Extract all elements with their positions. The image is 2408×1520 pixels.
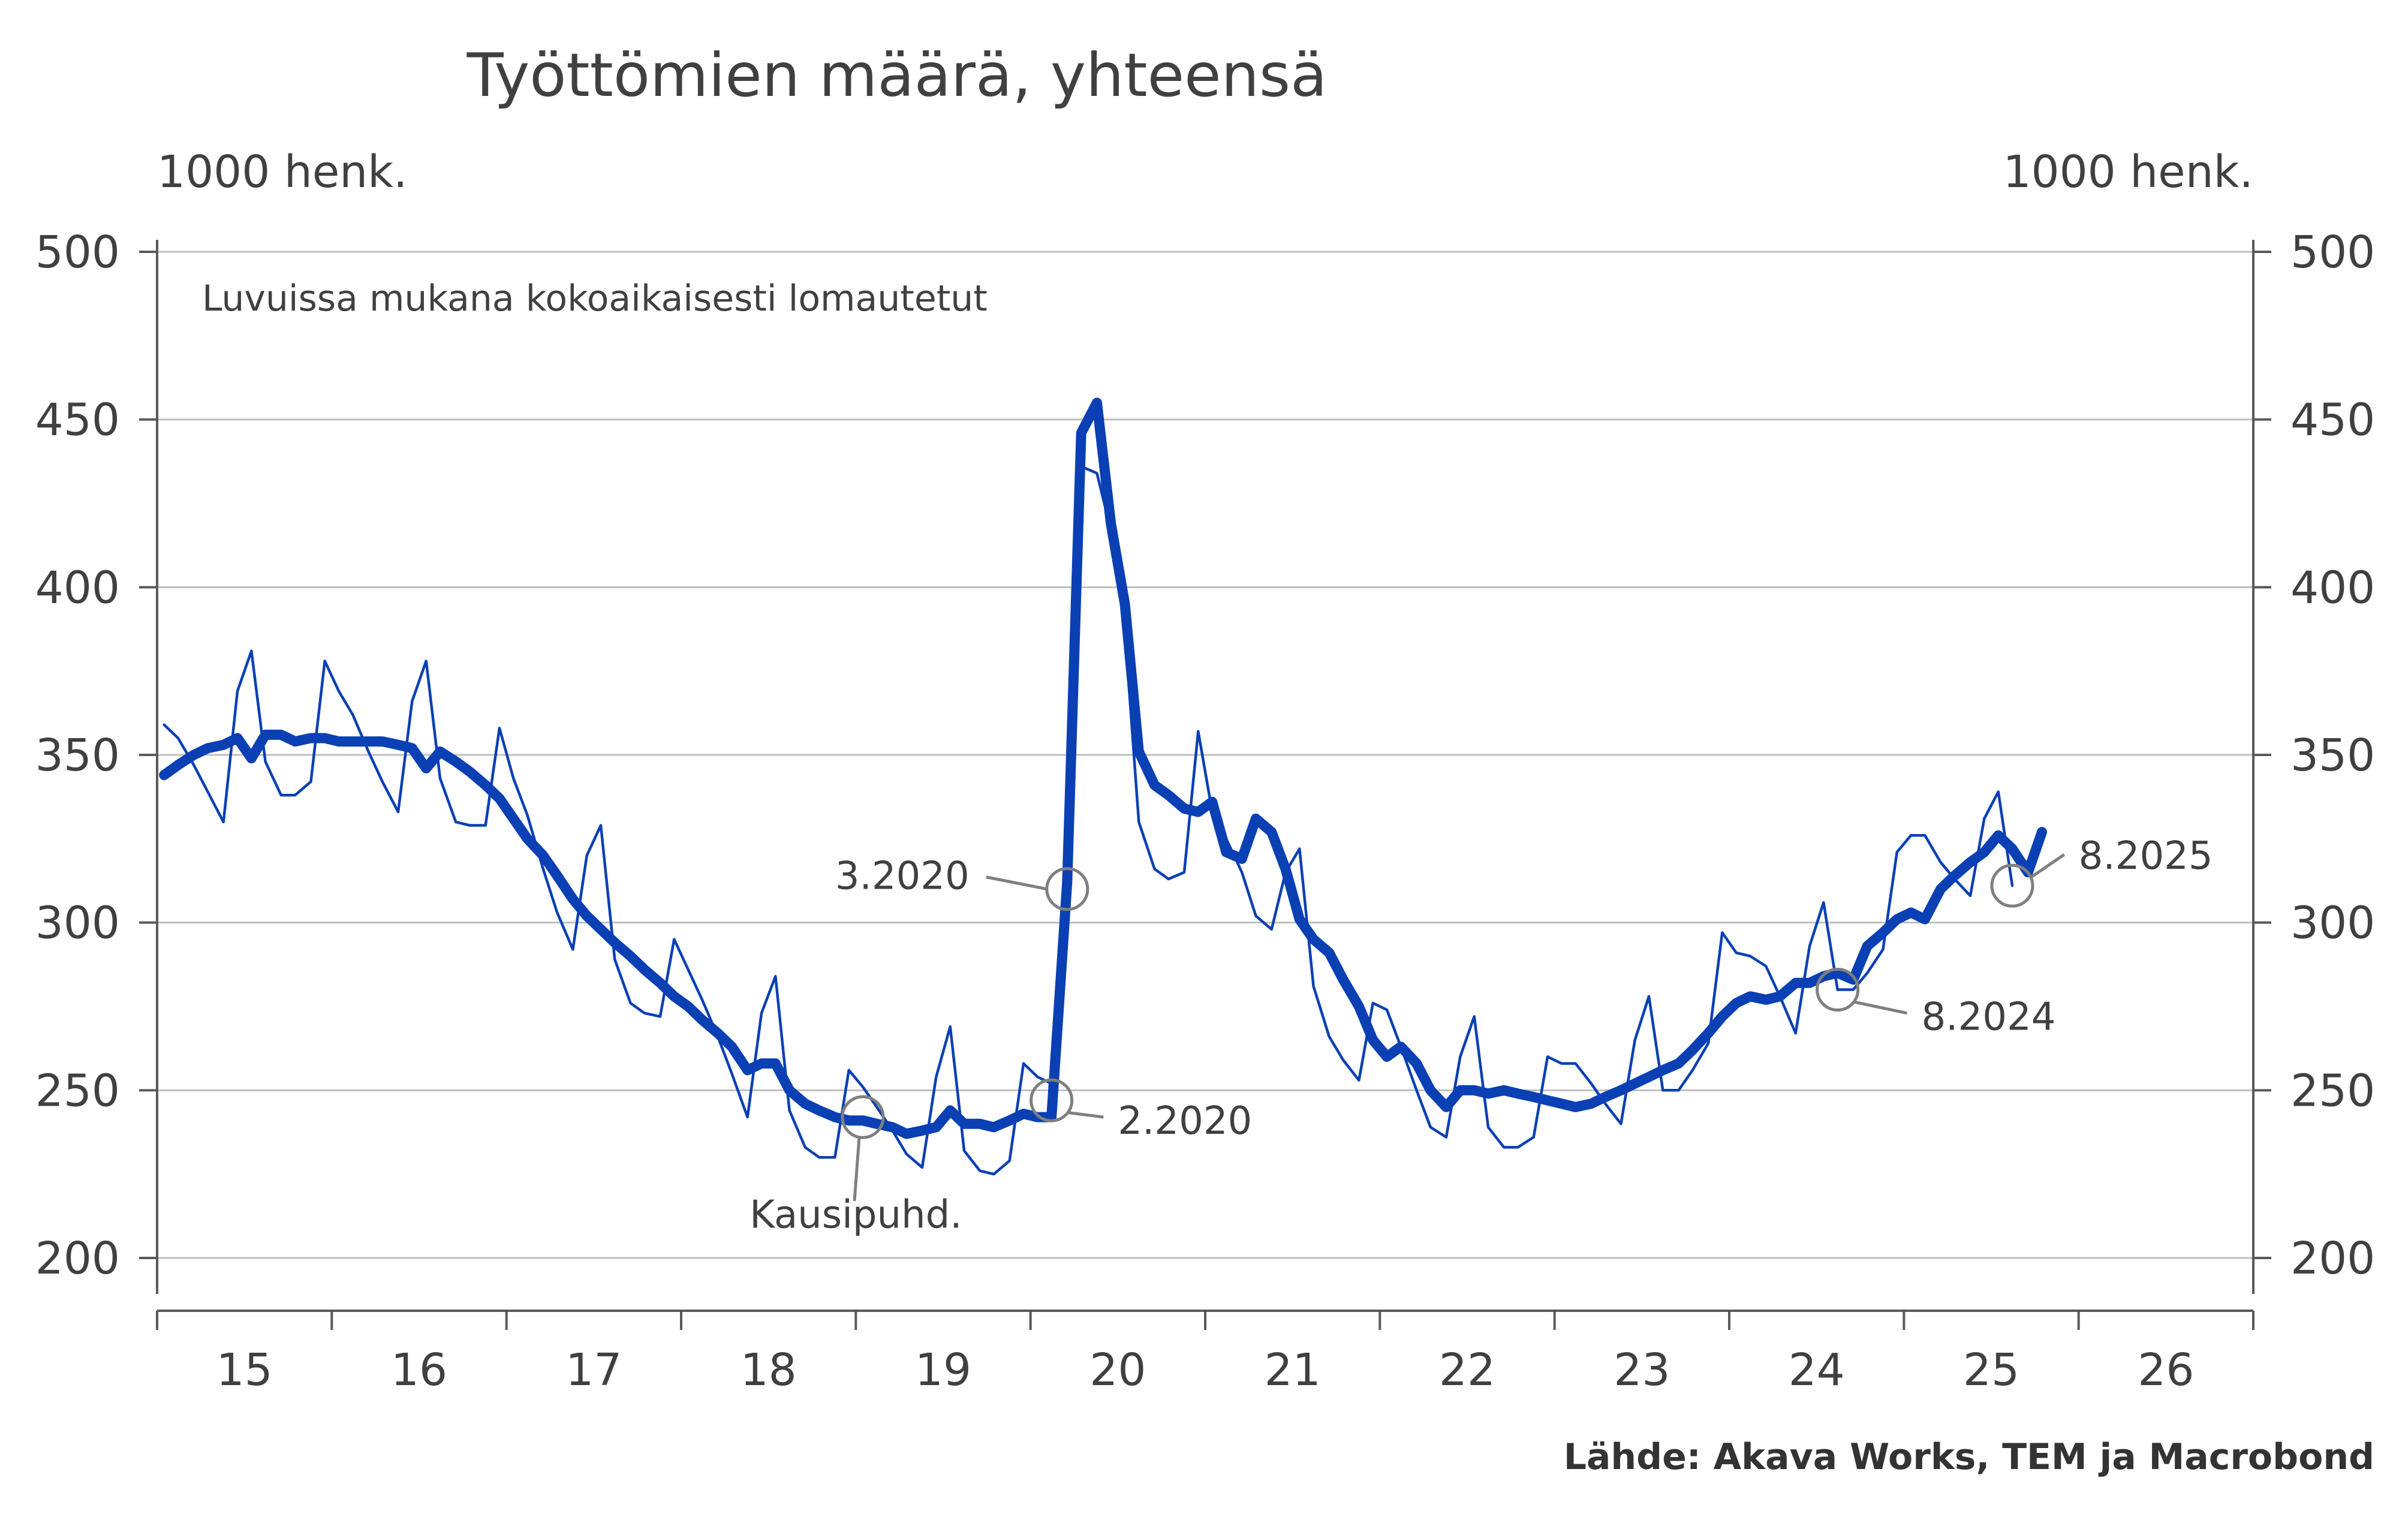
y-tick-label-left: 300 (35, 898, 120, 949)
chart-title: Työttömien määrä, yhteensä (466, 40, 1328, 110)
x-tick-label: 24 (1789, 1344, 1845, 1396)
x-tick-label: 18 (741, 1344, 797, 1396)
annotations: Kausipuhd. 2.2020 3.2020 8.2024 8.2025 (750, 834, 2213, 1237)
y-tick-label-left: 250 (35, 1065, 120, 1116)
y-tick-label-left: 400 (35, 562, 120, 613)
x-tick-label: 21 (1265, 1344, 1321, 1396)
y-tick-label-right: 250 (2290, 1065, 2375, 1116)
y-tick-label-left: 450 (35, 395, 120, 446)
y-tick-label-right: 300 (2290, 898, 2375, 949)
annotation-leader (1853, 1000, 1907, 1015)
source-credit: Lähde: Akava Works, TEM ja Macrobond (1564, 1436, 2374, 1478)
y-tick-label-left: 500 (35, 227, 120, 278)
series-line-seasonally-adjusted (159, 398, 2047, 1139)
chart-note: Luvuissa mukana kokoaikaisesti lomautetu… (202, 278, 988, 320)
annotation-leader (2030, 853, 2066, 879)
y-tick-label-left: 350 (35, 730, 120, 781)
x-tick-label: 17 (565, 1344, 622, 1396)
annotation-leader (986, 875, 1048, 891)
annotation-leader (1067, 1111, 1104, 1119)
annotation-label: Kausipuhd. (750, 1193, 962, 1238)
series-line-raw (162, 465, 2014, 1176)
x-tick-label: 25 (1963, 1344, 2019, 1396)
annotation-marker (841, 1095, 885, 1139)
y-axis-label-left: 1000 henk. (157, 146, 408, 198)
x-tick-label: 19 (915, 1344, 971, 1396)
x-tick-label: 22 (1439, 1344, 1495, 1396)
y-tick-label-right: 350 (2290, 730, 2375, 781)
x-tick-label: 20 (1089, 1344, 1146, 1396)
annotation-leader (853, 1137, 861, 1202)
y-tick-label-left: 200 (35, 1233, 120, 1284)
annotation-label: 3.2020 (835, 854, 970, 899)
x-tick-label: 15 (216, 1344, 273, 1396)
x-tick-label: 26 (2138, 1344, 2194, 1396)
x-tick-label: 16 (391, 1344, 447, 1396)
annotation-label: 8.2025 (2079, 834, 2213, 878)
annotation-label: 8.2024 (1921, 995, 2055, 1040)
y-tick-label-right: 200 (2290, 1233, 2375, 1284)
y-axis-label-right: 1000 henk. (2003, 146, 2253, 198)
y-tick-label-right: 500 (2290, 227, 2375, 278)
y-tick-label-right: 450 (2290, 395, 2375, 446)
annotation-marker (1816, 968, 1860, 1012)
x-tick-label: 23 (1614, 1344, 1670, 1396)
annotation-label: 2.2020 (1118, 1099, 1252, 1143)
annotation-marker (1990, 863, 2034, 908)
y-tick-label-right: 400 (2290, 562, 2375, 613)
series-group (159, 398, 2047, 1176)
axes: 500 500 450 450 400 400 350 350 300 300 250 250 200 2… (35, 227, 2376, 1396)
annotation-marker (1030, 1078, 1074, 1122)
